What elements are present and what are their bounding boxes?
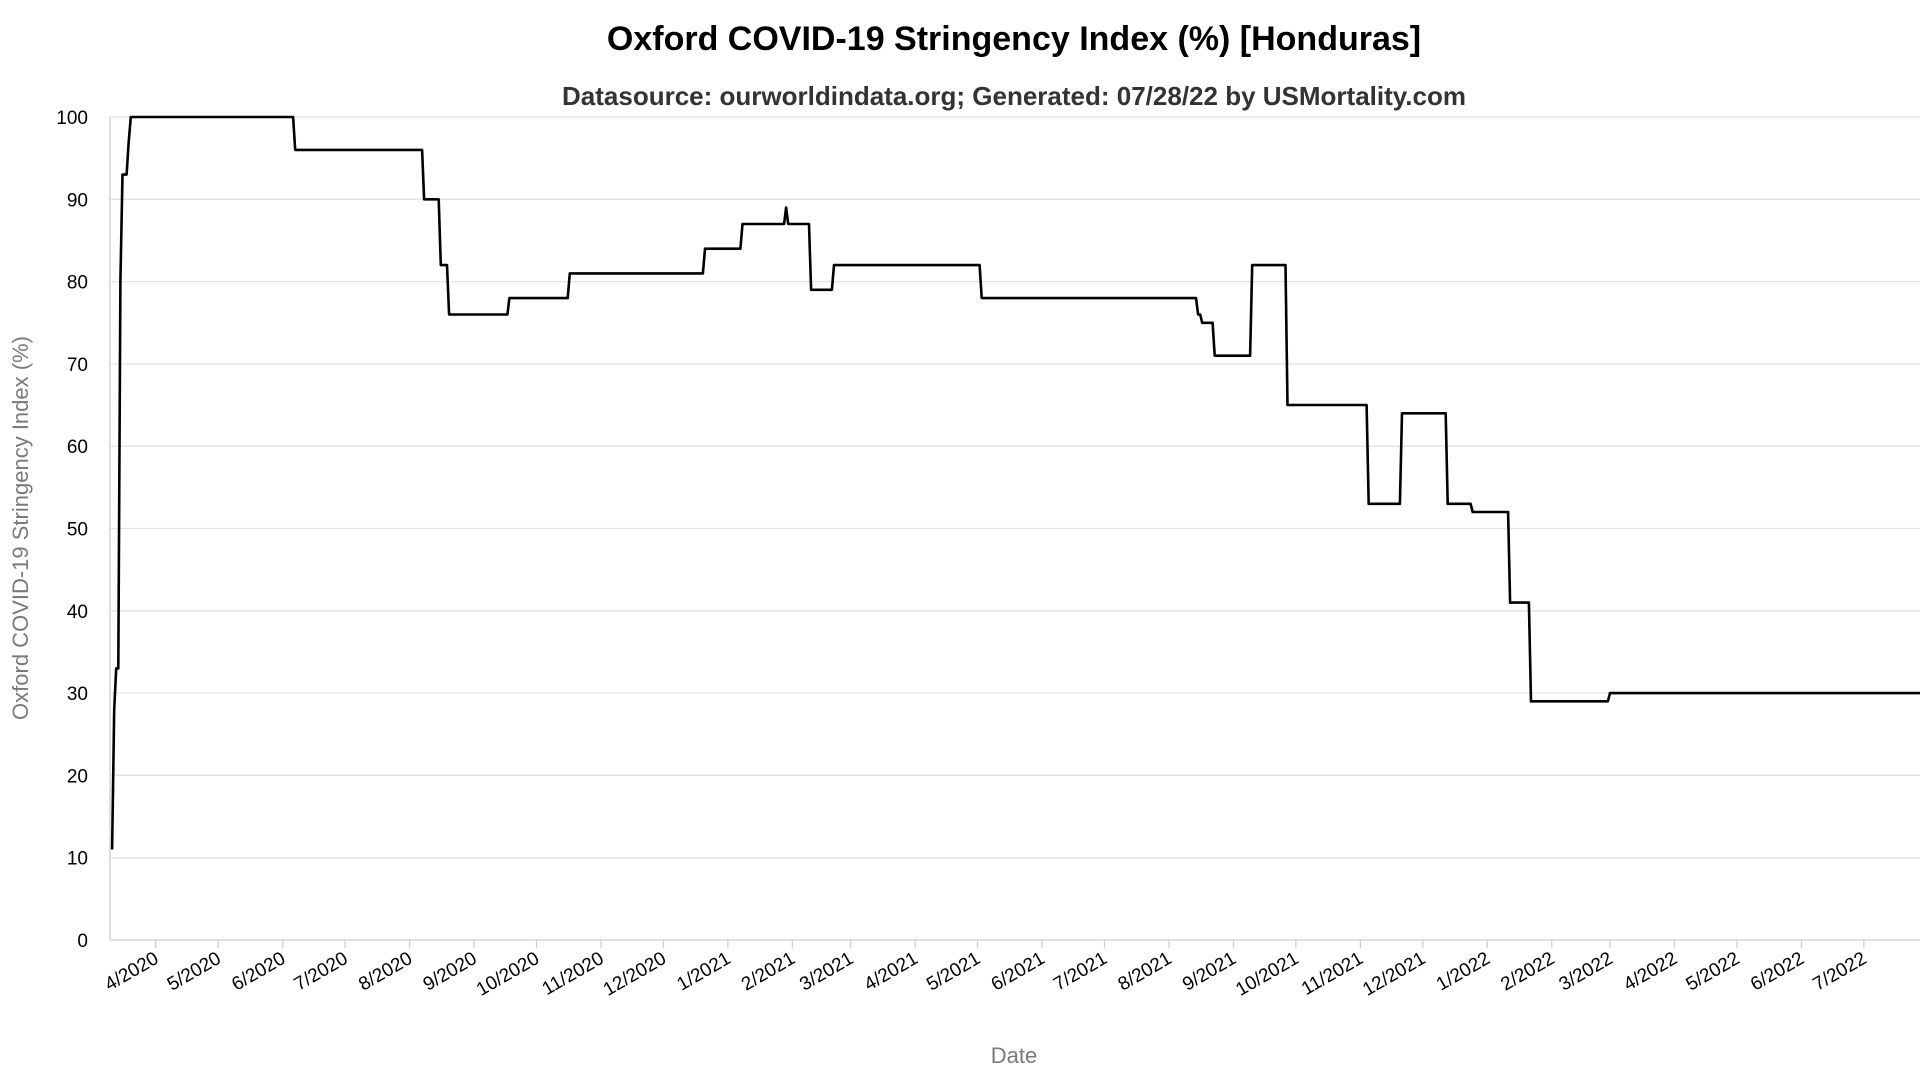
x-tick-label-19: 11/2021 [1298, 948, 1367, 1000]
x-tick-label-16: 8/2021 [1115, 948, 1176, 995]
x-tick-label-1: 5/2020 [164, 948, 225, 995]
series-line-0 [110, 115, 1920, 850]
x-tick-label-24: 4/2022 [1620, 948, 1681, 995]
x-tick-label-2: 6/2020 [228, 948, 289, 995]
y-tick-labels: 0 10 20 30 40 50 60 70 80 90 100 [56, 108, 88, 952]
x-tick-label-23: 3/2022 [1556, 948, 1617, 995]
x-tick-label-11: 3/2021 [796, 948, 857, 995]
x-tick-label-7: 11/2020 [539, 948, 608, 1000]
x-tick-label-13: 5/2021 [923, 948, 984, 995]
y-tick-label-10: 10 [67, 849, 88, 870]
x-tick-label-20: 12/2021 [1359, 948, 1429, 1001]
x-tick-label-5: 9/2020 [420, 948, 481, 995]
x-tick-label-10: 2/2021 [738, 948, 799, 995]
x-tick-label-9: 1/2021 [674, 948, 735, 995]
x-tick-label-27: 7/2022 [1809, 948, 1870, 995]
y-tick-label-20: 20 [67, 766, 88, 787]
y-tick-label-90: 90 [67, 190, 88, 211]
y-tick-label-80: 80 [67, 273, 88, 294]
x-tick-label-26: 6/2022 [1747, 948, 1808, 995]
series [110, 115, 1920, 850]
x-tick-label-14: 6/2021 [988, 948, 1049, 995]
y-tick-label-100: 100 [56, 108, 88, 129]
x-tick-label-6: 10/2020 [473, 948, 543, 1001]
x-tick-label-12: 4/2021 [861, 948, 922, 995]
x-tick-label-25: 5/2022 [1683, 948, 1744, 995]
x-tick-label-17: 9/2021 [1179, 948, 1240, 995]
gridlines [110, 116, 1920, 859]
y-tick-label-70: 70 [67, 355, 88, 376]
x-tick-label-22: 2/2022 [1497, 948, 1558, 995]
x-tick-label-21: 1/2022 [1433, 948, 1494, 995]
x-tick-label-18: 10/2021 [1232, 948, 1302, 1001]
x-tick-label-8: 12/2020 [600, 948, 670, 1001]
x-axis-label: Date [991, 1043, 1037, 1068]
y-tick-label-50: 50 [67, 520, 88, 541]
x-tick-label-4: 8/2020 [355, 948, 416, 995]
axes [109, 117, 1920, 941]
y-tick-label-30: 30 [67, 684, 88, 705]
y-tick-label-40: 40 [67, 602, 88, 623]
y-axis-label: Oxford COVID-19 Stringency Index (%) [8, 336, 33, 720]
y-tick-label-60: 60 [67, 437, 88, 458]
x-tick-label-3: 7/2020 [291, 948, 352, 995]
chart-title: Oxford COVID-19 Stringency Index (%) [Ho… [607, 20, 1421, 58]
y-tick-label-0: 0 [77, 931, 88, 952]
chart-subtitle: Datasource: ourworldindata.org; Generate… [562, 81, 1466, 111]
x-tick-labels: 4/2020 5/2020 6/2020 7/2020 8/2020 9/202010/2… [101, 940, 1870, 1001]
x-tick-label-15: 7/2021 [1050, 948, 1111, 995]
x-tick-label-0: 4/2020 [101, 948, 162, 995]
